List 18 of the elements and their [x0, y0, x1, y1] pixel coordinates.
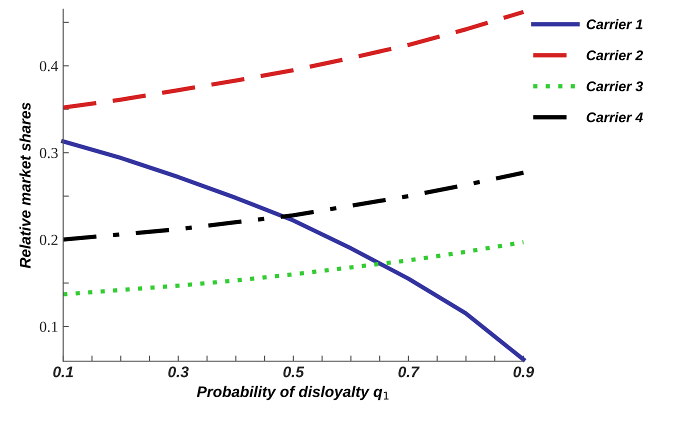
x-tick-label: 0.7 [398, 366, 420, 378]
x-axis-title: Probability of disloyalty q$_{1}$ [196, 386, 389, 400]
legend-label: Carrier 3 [586, 81, 643, 92]
y-tick-label: 0.3 [40, 148, 58, 158]
x-tick-label: 0.3 [168, 366, 189, 378]
legend-label: Carrier 1 [586, 19, 642, 30]
x-tick-label: 0.5 [283, 366, 304, 378]
legend-label: Carrier 4 [586, 112, 643, 122]
y-tick-label: 0.1 [40, 322, 58, 332]
x-tick-label: 0.9 [514, 366, 534, 378]
y-tick-label: 0.4 [40, 60, 58, 72]
y-axis-title: Relative market shares [19, 102, 31, 268]
line-series [61, 240, 526, 296]
legend-label: Carrier 2 [586, 50, 643, 60]
line-series [61, 10, 526, 110]
y-tick-label: 0.2 [40, 234, 58, 246]
x-tick-label: 0.1 [53, 366, 74, 378]
line-series [61, 170, 526, 242]
